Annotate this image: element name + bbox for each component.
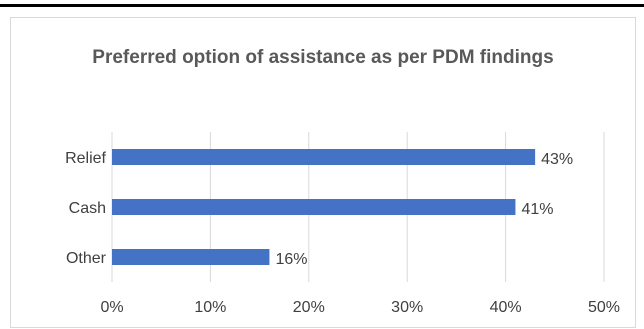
category-label: Other bbox=[66, 250, 107, 267]
data-label: 16% bbox=[275, 251, 307, 268]
x-tick-label: 40% bbox=[490, 299, 522, 316]
x-tick-label: 50% bbox=[588, 299, 620, 316]
category-label: Cash bbox=[69, 200, 106, 217]
top-border-rule bbox=[0, 4, 644, 7]
bar-cash bbox=[112, 199, 516, 215]
chart-frame bbox=[10, 17, 636, 328]
x-tick-label: 20% bbox=[293, 299, 325, 316]
bar-other bbox=[112, 249, 270, 265]
x-tick-label: 10% bbox=[194, 299, 226, 316]
x-tick-label: 30% bbox=[391, 299, 423, 316]
data-label: 43% bbox=[541, 151, 573, 168]
x-tick-label: 0% bbox=[100, 299, 123, 316]
category-label: Relief bbox=[65, 150, 106, 167]
chart-title-text: Preferred option of assistance as per PD… bbox=[92, 47, 554, 68]
chart-title: Preferred option of assistance as per PD… bbox=[10, 43, 636, 72]
bar-relief bbox=[112, 149, 536, 165]
data-label: 41% bbox=[521, 201, 553, 218]
